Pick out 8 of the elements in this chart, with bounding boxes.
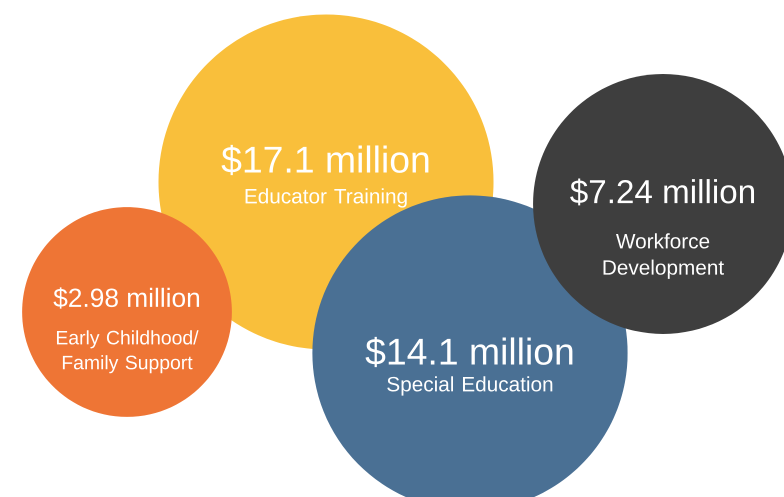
category-label: Workforce Development — [604, 233, 724, 279]
data-label: $14.1 million — [366, 336, 572, 368]
data-label: $2.98 million — [53, 287, 200, 309]
category-label: Early Childhood/ Family Support — [56, 330, 199, 374]
category-label: Educator Training — [246, 188, 407, 208]
data-label: $7.24 million — [570, 178, 754, 206]
data-label: $17.1 million — [222, 144, 428, 176]
category-label: Special Education — [387, 376, 552, 396]
